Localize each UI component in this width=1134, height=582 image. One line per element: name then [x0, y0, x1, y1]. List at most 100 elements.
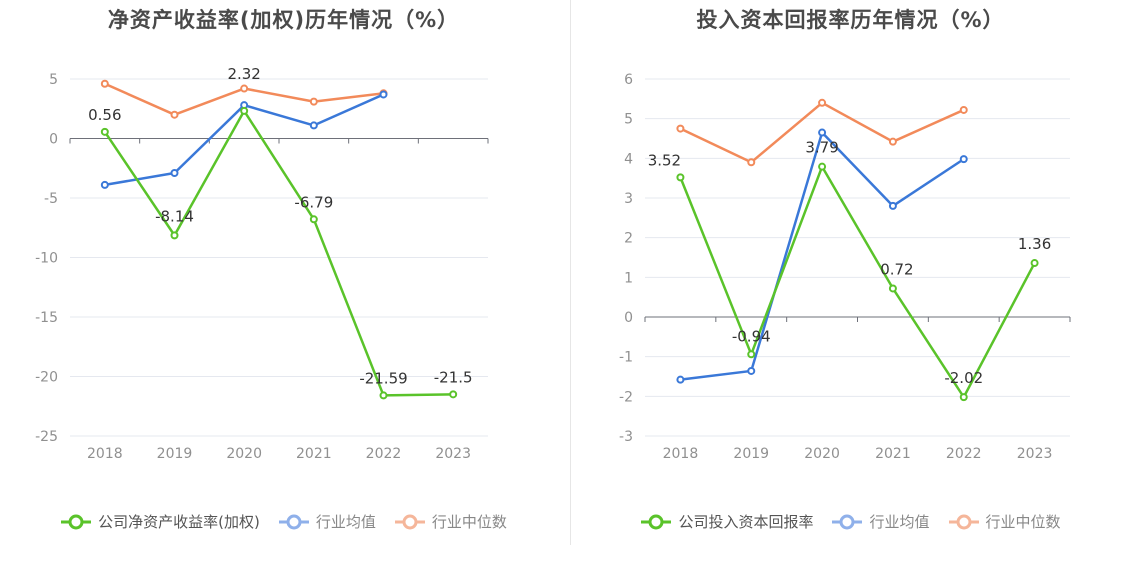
y-tick-label: -1 — [619, 350, 633, 366]
data-label: 3.79 — [805, 139, 838, 157]
legend-line-marker-icon — [394, 514, 425, 529]
series-line-company — [103, 109, 454, 397]
x-tick-label: 2023 — [435, 446, 471, 462]
legend-line-marker-icon — [278, 514, 309, 529]
data-point-avg — [959, 155, 968, 164]
y-tick-label: -3 — [619, 429, 633, 445]
data-point-median — [240, 84, 249, 93]
legend-label-industry-median: 行业中位数 — [431, 513, 507, 531]
data-point-median — [818, 98, 827, 107]
legend-label-industry-avg: 行业均值 — [869, 513, 930, 531]
data-point-company — [170, 231, 179, 240]
data-label: -8.14 — [155, 207, 194, 225]
legend-item-industry-median[interactable]: 行业中位数 — [394, 511, 507, 532]
data-point-avg — [818, 128, 827, 137]
x-tick-label: 2021 — [875, 446, 911, 462]
data-point-avg — [747, 366, 756, 375]
legend-item-industry-avg[interactable]: 行业均值 — [831, 511, 930, 532]
data-label: -21.5 — [434, 368, 473, 386]
data-point-median — [309, 97, 318, 106]
y-tick-label: 3 — [624, 191, 633, 207]
roic-chart-title: 投入资本回报率历年情况（%） — [696, 8, 1005, 32]
roe-chart: 5 0 -5 -10 -15 -20 -25 2018 2019 2020 2021 2022 2023… — [35, 65, 489, 462]
data-label: -0.94 — [732, 327, 771, 345]
y-tick-label: -10 — [35, 251, 58, 267]
x-tick-label: 2020 — [804, 446, 840, 462]
y-tick-label: 6 — [624, 72, 633, 88]
roic-chart-legend: 公司投入资本回报率 行业均值 行业中位数 — [567, 511, 1134, 532]
legend-label-industry-median: 行业中位数 — [985, 513, 1061, 531]
y-tick-label: 0 — [624, 310, 633, 326]
data-label: 1.36 — [1018, 235, 1051, 253]
x-tick-label: 2023 — [1017, 446, 1053, 462]
data-point-company — [818, 162, 827, 171]
legend-label-industry-avg: 行业均值 — [315, 513, 376, 531]
y-tick-label: 0 — [49, 132, 58, 148]
x-tick-label: 2021 — [296, 446, 332, 462]
roic-chart: 6 5 4 3 2 1 0 -1 -2 -3 2018 2019 2020 2021 2022 2023 3.5… — [619, 72, 1071, 462]
data-point-company — [379, 391, 388, 400]
x-tick-label: 2018 — [663, 446, 699, 462]
x-tick-label: 2022 — [366, 446, 402, 462]
data-point-avg — [379, 90, 388, 99]
roe-chart-title: 净资产收益率(加权)历年情况（%） — [107, 8, 460, 32]
data-point-avg — [888, 201, 897, 210]
data-point-median — [747, 158, 756, 167]
legend-line-marker-icon — [61, 514, 92, 529]
y-tick-label: -25 — [35, 429, 58, 445]
data-point-company — [100, 127, 109, 136]
data-label: 0.56 — [88, 106, 121, 124]
roic-chart-panel: 投入资本回报率历年情况（%） 6 5 4 3 2 1 0 -1 -2 -3 2018 2019 2020… — [567, 0, 1134, 582]
data-point-median — [959, 105, 968, 114]
y-tick-label: 5 — [624, 112, 633, 128]
data-point-avg — [170, 169, 179, 178]
y-tick-label: 4 — [624, 151, 633, 167]
legend-label-company-roe: 公司净资产收益率(加权) — [98, 513, 260, 531]
roe-chart-panel: 净资产收益率(加权)历年情况（%） 5 0 -5 -10 -15 -20 -25 2018 20… — [0, 8, 567, 532]
x-tick-label: 2018 — [87, 446, 123, 462]
legend-item-company-roic[interactable]: 公司投入资本回报率 — [640, 511, 813, 532]
data-point-avg — [309, 121, 318, 130]
data-label: -21.59 — [359, 369, 407, 387]
data-point-company — [747, 350, 756, 359]
y-tick-label: -15 — [35, 310, 58, 326]
x-tick-label: 2022 — [946, 446, 982, 462]
data-point-avg — [676, 375, 685, 384]
y-tick-label: 2 — [624, 231, 633, 247]
data-point-median — [170, 110, 179, 119]
panel-divider — [570, 0, 571, 545]
x-tick-label: 2019 — [157, 446, 193, 462]
data-point-company — [676, 173, 685, 182]
y-tick-label: 1 — [624, 270, 633, 286]
data-point-company — [1030, 259, 1039, 268]
legend-item-industry-avg[interactable]: 行业均值 — [278, 511, 376, 532]
data-point-company — [240, 106, 249, 115]
y-tick-label: 5 — [49, 72, 58, 88]
x-tick-label: 2019 — [733, 446, 769, 462]
legend-line-marker-icon — [832, 514, 863, 529]
data-point-median — [676, 124, 685, 133]
roe-chart-legend: 公司净资产收益率(加权) 行业均值 行业中位数 — [0, 511, 567, 532]
data-label: 2.32 — [227, 65, 260, 83]
legend-item-company-roe[interactable]: 公司净资产收益率(加权) — [60, 511, 260, 532]
legend-label-company-roic: 公司投入资本回报率 — [678, 513, 814, 531]
data-label: 3.52 — [648, 151, 681, 169]
data-label: -6.79 — [294, 193, 333, 211]
data-point-median — [888, 137, 897, 146]
series-line-company — [679, 165, 1036, 399]
y-tick-label: -5 — [44, 191, 58, 207]
x-tick-label: 2020 — [226, 446, 262, 462]
data-point-company — [959, 393, 968, 402]
y-tick-label: -2 — [619, 389, 633, 405]
data-point-company — [449, 390, 458, 399]
data-point-median — [100, 79, 109, 88]
data-label: -2.02 — [944, 369, 983, 387]
data-point-company — [309, 215, 318, 224]
legend-item-industry-median[interactable]: 行业中位数 — [948, 511, 1061, 532]
data-point-avg — [100, 180, 109, 189]
legend-line-marker-icon — [641, 514, 672, 529]
data-label: 0.72 — [880, 260, 913, 278]
legend-line-marker-icon — [948, 514, 979, 529]
y-tick-label: -20 — [35, 370, 58, 386]
